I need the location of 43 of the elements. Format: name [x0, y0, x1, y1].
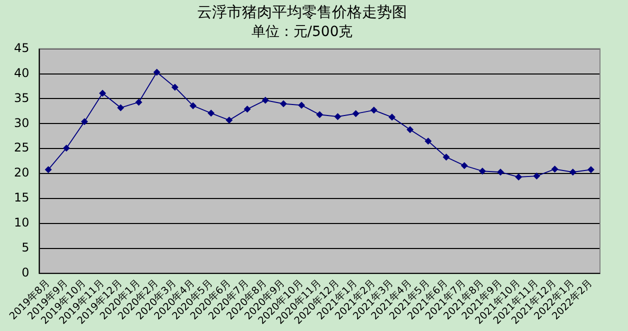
point: [497, 168, 504, 176]
point: [406, 126, 414, 134]
point: [424, 138, 432, 145]
point: [226, 116, 233, 124]
point: [587, 166, 594, 174]
point: [388, 114, 396, 121]
chart-subtitle: 单位：元/500克: [251, 24, 353, 40]
point: [551, 166, 558, 173]
point: [460, 162, 468, 170]
point: [244, 106, 251, 113]
y-tick-label: 35: [14, 90, 30, 105]
point: [280, 100, 287, 108]
point: [117, 104, 124, 112]
point: [298, 102, 306, 109]
y-tick-label: 40: [14, 66, 30, 80]
y-tick-label: 45: [14, 40, 30, 55]
y-tick-label: 5: [22, 240, 30, 255]
point: [515, 174, 522, 181]
y-tick-label: 30: [14, 116, 30, 130]
y-tick-label: 10: [14, 216, 30, 230]
point: [352, 110, 360, 118]
chart-title: 云浮市猪肉平均零售价格走势图: [197, 2, 407, 21]
point: [370, 106, 378, 114]
point: [153, 68, 160, 76]
point: [190, 102, 197, 110]
point: [316, 111, 324, 118]
point: [569, 168, 576, 176]
point: [80, 118, 88, 126]
point: [478, 168, 486, 175]
y-tick-label: 20: [14, 166, 30, 180]
y-tick-label: 25: [14, 140, 30, 155]
point: [262, 96, 269, 104]
point: [208, 110, 215, 117]
point: [44, 166, 52, 174]
point: [442, 154, 450, 161]
point: [171, 84, 178, 91]
point: [334, 113, 342, 120]
y-tick-label: 15: [14, 190, 30, 205]
point: [135, 98, 142, 106]
point: [99, 90, 106, 97]
point: [62, 144, 70, 152]
y-tick-label: 0: [22, 266, 30, 280]
point: [533, 172, 540, 180]
